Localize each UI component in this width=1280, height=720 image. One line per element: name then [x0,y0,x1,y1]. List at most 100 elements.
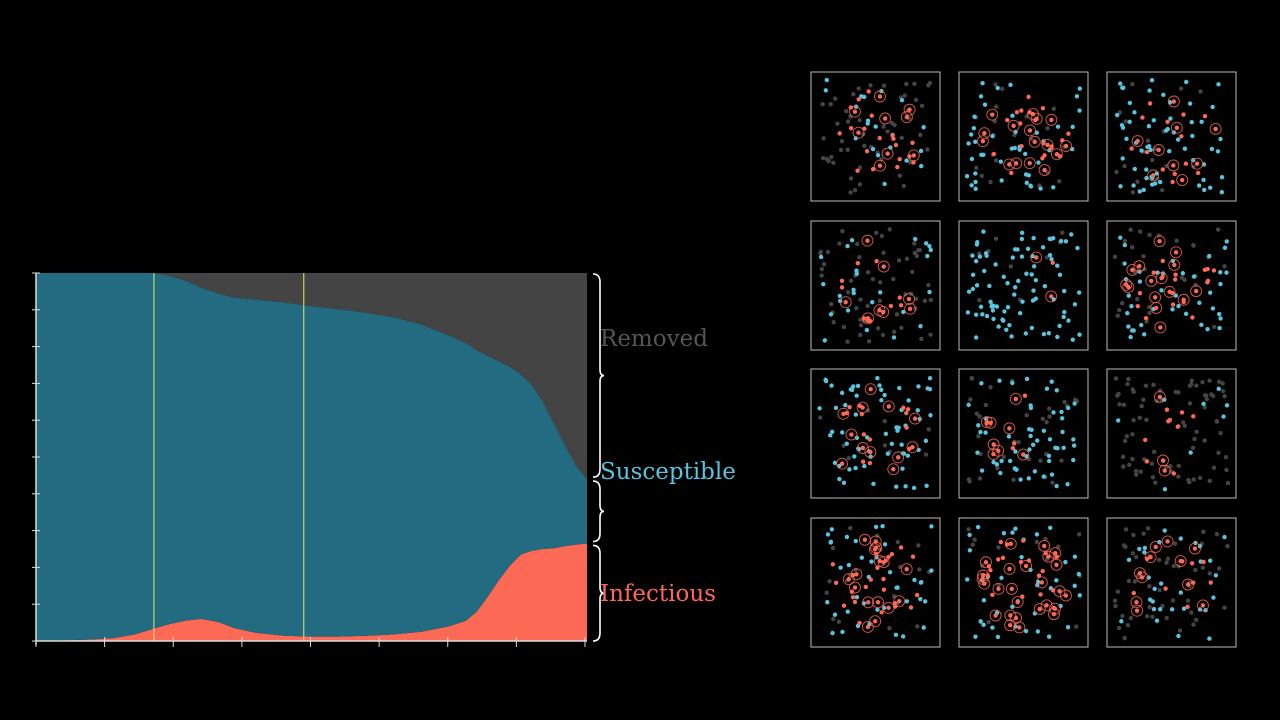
removed-dot [1047,406,1052,411]
infectious-dot [1018,559,1024,565]
susceptible-dot [840,629,845,635]
infectious-dot [882,116,888,121]
removed-dot [1143,383,1149,388]
susceptible-dot [1184,79,1189,85]
infection-radius-ring [984,416,997,429]
removed-dot [1043,536,1048,541]
susceptible-dot [1030,298,1036,303]
removed-dot [968,397,973,402]
susceptible-dot [927,376,933,381]
infection-radius-ring [909,412,921,425]
removed-dot [1185,598,1191,603]
infectious-dot [1158,325,1163,330]
susceptible-dot [1217,325,1222,331]
susceptible-dot [923,241,929,246]
removed-dot [845,290,851,295]
removed-dot [848,278,854,283]
susceptible-dot [877,383,882,388]
susceptible-dot [1006,434,1012,439]
susceptible-dot [1018,477,1023,482]
removed-dot [1138,469,1143,474]
susceptible-dot [1150,599,1155,604]
susceptible-dot [1033,277,1039,283]
removed-dot [1160,603,1165,609]
susceptible-dot [1002,309,1007,314]
removed-dot [1187,401,1193,406]
removed-dot [1194,383,1199,388]
susceptible-dot [901,309,906,315]
simulation-box-11 [958,517,1089,648]
removed-dot [1150,614,1155,619]
infection-radius-ring [1163,285,1176,298]
removed-dot [830,545,836,551]
infection-radius-ring [1122,281,1135,294]
legend-label-infectious: Infectious [600,581,716,607]
infectious-dot [1022,393,1028,398]
infectious-dot [883,558,888,563]
infectious-dot [1026,558,1032,563]
susceptible-dot [1054,483,1059,489]
susceptible-dot [906,398,911,403]
infectious-dot [895,164,900,170]
infectious-dot [1139,575,1145,580]
removed-dot [1170,598,1176,603]
simulation-box-frame [810,220,941,351]
removed-dot [1153,147,1158,152]
susceptible-dot [1010,113,1015,118]
susceptible-dot [915,408,920,413]
infectious-dot [1160,258,1165,264]
susceptible-dot [846,562,852,568]
removed-dot [1147,232,1152,238]
removed-dot [824,156,829,162]
removed-dot [887,227,892,232]
infectious-dot [1134,600,1139,605]
infectious-dot [1015,599,1020,605]
susceptible-dot [1038,186,1043,191]
susceptible-dot [1048,525,1053,531]
infectious-dot [891,136,896,141]
infectious-dot [844,410,849,416]
susceptible-dot [1058,238,1064,244]
susceptible-dot [999,178,1004,183]
removed-dot [979,173,984,179]
susceptible-dot [1211,595,1216,600]
infection-radius-ring [1161,535,1174,548]
removed-dot [875,326,881,331]
removed-dot [1122,163,1127,169]
infection-radius-ring [1136,571,1149,584]
removed-dot [1134,554,1139,560]
infectious-dot [1211,268,1217,273]
susceptible-dot [1182,146,1188,151]
susceptible-dot [1187,101,1193,106]
susceptible-dot [854,393,859,398]
susceptible-dot [1046,330,1052,336]
infectious-dot [1149,278,1154,284]
infectious-dot [856,97,861,102]
susceptible-dot [853,538,858,544]
susceptible-dot [1180,271,1186,276]
infectious-dot [848,125,854,131]
infection-radius-ring [842,573,855,586]
susceptible-dot [976,423,981,428]
removed-dot [1207,478,1212,484]
infection-radius-ring [1190,285,1203,298]
simulation-box-8 [958,368,1089,499]
susceptible-dot [1030,442,1036,448]
infectious-dot [833,580,839,586]
susceptible-dot [1209,146,1215,152]
infection-radius-ring [903,103,916,116]
susceptible-dot [817,406,822,411]
removed-dot [1220,388,1226,394]
susceptible-dot [903,484,908,489]
infection-radius-ring [986,108,999,121]
susceptible-dot [1019,230,1025,236]
susceptible-dot [829,383,834,388]
susceptible-dot [977,254,983,259]
susceptible-dot [967,532,972,538]
susceptible-dot [1028,184,1034,189]
removed-dot [1174,238,1179,244]
infectious-dot [852,599,858,605]
infectious-dot [886,605,891,611]
removed-dot [966,527,971,532]
infection-radius-ring [1130,596,1143,609]
